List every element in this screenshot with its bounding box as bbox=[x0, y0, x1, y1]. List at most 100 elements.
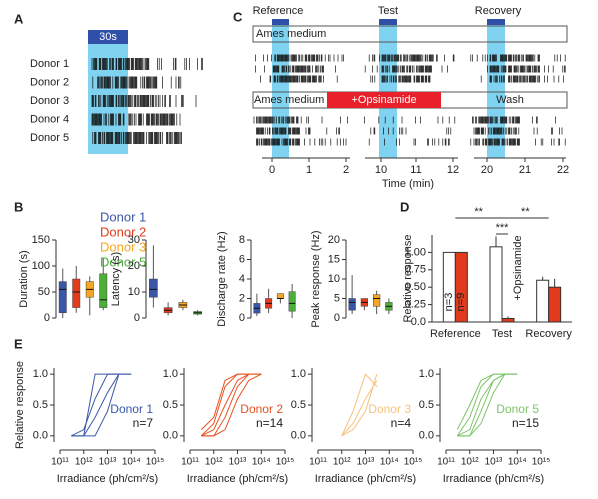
x-tick-label: 22 bbox=[557, 164, 569, 176]
y-tick-label: 50 bbox=[38, 286, 50, 298]
x-tick-label: 10¹³ bbox=[99, 457, 117, 468]
y-axis-label: Duration (s) bbox=[18, 250, 30, 307]
box bbox=[276, 293, 284, 299]
x-tick-label: Reference bbox=[430, 328, 481, 340]
y-tick-label: 1.0 bbox=[419, 368, 434, 380]
y-tick-label: 8 bbox=[239, 234, 245, 246]
y-tick-label: 0.50 bbox=[405, 281, 426, 293]
x-tick-label: 10¹⁵ bbox=[532, 457, 551, 468]
response-line bbox=[83, 373, 132, 437]
box bbox=[348, 298, 356, 311]
epoch-label: Recovery bbox=[475, 5, 522, 17]
donor-label: Donor 1 bbox=[30, 58, 69, 70]
y-tick-label: 0.0 bbox=[33, 430, 48, 442]
n-annotation: n=14 bbox=[256, 416, 283, 430]
y-tick-label: 0.75 bbox=[405, 264, 426, 276]
y-tick-label: 0 bbox=[239, 312, 245, 324]
x-axis-label: Irradiance (ph/cm²/s) bbox=[57, 473, 158, 485]
donor-label: Donor 5 bbox=[30, 132, 69, 144]
x-tick-label: 10¹³ bbox=[357, 457, 375, 468]
x-axis-label: Irradiance (ph/cm²/s) bbox=[187, 473, 288, 485]
donor-annotation: Donor 1 bbox=[110, 402, 153, 416]
reference-window bbox=[272, 20, 289, 158]
y-tick-label: 0.5 bbox=[291, 399, 306, 411]
donor-label: Donor 4 bbox=[30, 113, 69, 125]
y-tick-label: 6 bbox=[239, 253, 245, 265]
x-tick-label: 2 bbox=[343, 164, 349, 176]
x-tick-label: 10¹¹ bbox=[51, 457, 69, 468]
response-line bbox=[341, 380, 378, 437]
response-line bbox=[71, 373, 119, 437]
n-annotation: n=7 bbox=[133, 416, 154, 430]
x-tick-label: 10 bbox=[375, 164, 387, 176]
y-tick-label: 0.5 bbox=[163, 399, 178, 411]
y-tick-label: 0.0 bbox=[419, 430, 434, 442]
drug-segment bbox=[327, 92, 441, 108]
bar bbox=[536, 279, 550, 323]
box bbox=[72, 278, 81, 308]
significance: ** bbox=[521, 206, 530, 218]
response-line bbox=[200, 373, 249, 431]
legend-entry: Donor 5 bbox=[100, 254, 146, 269]
panel-label: D bbox=[400, 199, 409, 214]
y-tick-label: 30 bbox=[128, 234, 140, 246]
x-tick-label: Test bbox=[492, 328, 512, 340]
panel-label: E bbox=[14, 336, 23, 351]
n-annotation: n=15 bbox=[512, 416, 539, 430]
recovery-window bbox=[487, 20, 505, 158]
box bbox=[149, 278, 158, 298]
x-tick-label: 10¹⁴ bbox=[508, 457, 527, 468]
legend-entry: Donor 2 bbox=[100, 224, 146, 239]
y-tick-label: 150 bbox=[32, 234, 50, 246]
y-tick-label: 10 bbox=[128, 286, 140, 298]
x-tick-label: 0 bbox=[269, 164, 275, 176]
response-line bbox=[457, 373, 518, 437]
x-tick-label: 10¹¹ bbox=[181, 457, 199, 468]
y-tick-label: 0.0 bbox=[163, 430, 178, 442]
box bbox=[373, 294, 381, 307]
drug-annotation: +Opsinamide bbox=[512, 235, 524, 300]
x-tick-label: Recovery bbox=[525, 328, 572, 340]
condition-label: Ames medium bbox=[256, 28, 326, 40]
y-tick-label: 2 bbox=[239, 292, 245, 304]
y-tick-label: 0.0 bbox=[411, 316, 426, 328]
epoch-label: Test bbox=[378, 5, 398, 17]
x-tick-label: 10¹⁵ bbox=[276, 457, 295, 468]
donor-annotation: Donor 5 bbox=[496, 402, 539, 416]
panel-label: A bbox=[14, 11, 24, 26]
x-tick-label: 11 bbox=[410, 164, 421, 176]
x-axis-label: Irradiance (ph/cm²/s) bbox=[315, 473, 416, 485]
epoch-marker bbox=[379, 19, 397, 25]
y-tick-label: 1.0 bbox=[33, 368, 48, 380]
significance: *** bbox=[496, 222, 510, 234]
y-tick-label: 0.25 bbox=[405, 299, 426, 311]
y-tick-label: 15 bbox=[328, 253, 340, 265]
x-tick-label: 10¹² bbox=[205, 457, 223, 468]
donor-annotation: Donor 2 bbox=[240, 402, 283, 416]
x-tick-label: 12 bbox=[447, 164, 459, 176]
x-tick-label: 10¹⁵ bbox=[404, 457, 423, 468]
bar bbox=[489, 246, 503, 323]
panel-label: B bbox=[14, 199, 23, 214]
box bbox=[99, 273, 108, 308]
y-tick-label: 10 bbox=[328, 273, 340, 285]
response-line bbox=[341, 374, 378, 437]
donor-annotation: Donor 3 bbox=[368, 402, 411, 416]
x-tick-label: 10¹⁵ bbox=[146, 457, 165, 468]
y-axis-label: Latency (s) bbox=[110, 252, 122, 306]
epoch-marker bbox=[272, 19, 289, 25]
x-tick-label: 20 bbox=[481, 164, 493, 176]
test-window bbox=[379, 20, 397, 158]
stimulus-label: 30s bbox=[99, 31, 117, 43]
x-tick-label: 10¹² bbox=[75, 457, 93, 468]
condition-label: +Opsinamide bbox=[351, 94, 416, 106]
box bbox=[58, 281, 67, 314]
y-axis-label: Peak response (Hz) bbox=[310, 230, 322, 327]
y-tick-label: 20 bbox=[128, 260, 140, 272]
y-tick-label: 4 bbox=[239, 273, 245, 285]
box bbox=[288, 291, 296, 312]
x-tick-label: 10¹² bbox=[333, 457, 351, 468]
response-line bbox=[201, 373, 262, 437]
x-axis-label: Irradiance (ph/cm²/s) bbox=[443, 473, 544, 485]
